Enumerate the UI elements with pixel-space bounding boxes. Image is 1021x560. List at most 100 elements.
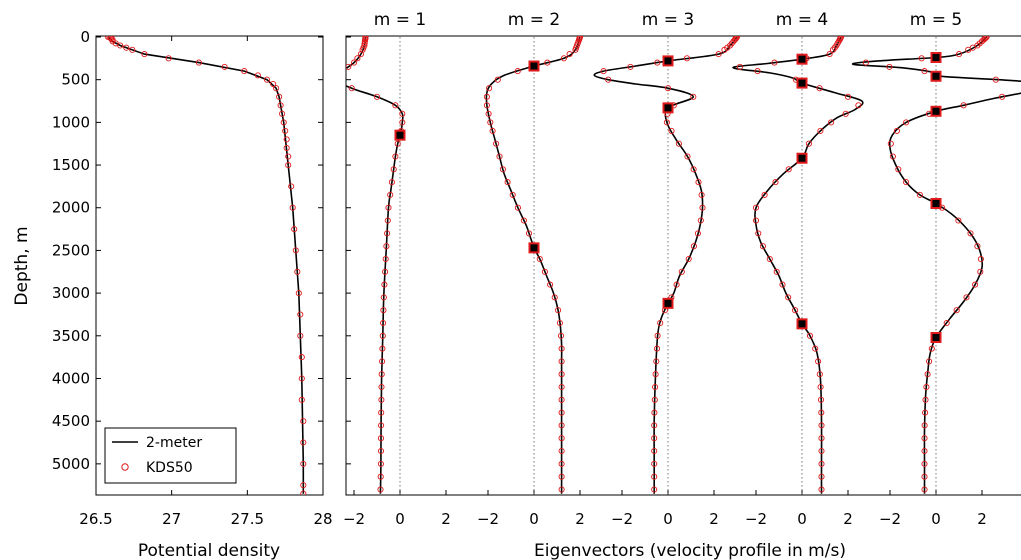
mode-5-kds50-point: [903, 119, 910, 126]
mode-3-zero-crossing: [662, 102, 674, 114]
density-x-tick-label: 27: [162, 510, 181, 528]
mode-5-kds50-point: [921, 473, 928, 480]
density-y-tick-label: 4500: [52, 412, 90, 430]
mode-1-kds50-point: [384, 217, 391, 224]
mode-4-kds50-point: [761, 191, 768, 198]
mode-4-kds50-point: [815, 358, 822, 365]
mode-line-2: [485, 36, 581, 494]
mode-5-kds50-point: [953, 307, 960, 314]
density-kds50-point: [282, 127, 289, 134]
mode-3-kds50-point: [690, 243, 697, 250]
mode-5-kds50-point: [921, 68, 928, 75]
mode-2-kds50-point: [483, 102, 490, 109]
mode-3-kds50-point: [664, 85, 672, 92]
density-kds50-point: [283, 136, 290, 143]
mode-3-kds50-point: [715, 51, 722, 58]
mode-2-kds50-point: [558, 396, 565, 403]
mode-5-kds50-point: [955, 217, 962, 224]
mode-4-kds50-point: [818, 447, 825, 455]
mode-5-kds50-point: [967, 230, 974, 237]
mode-3-kds50-point: [663, 119, 670, 126]
mode-4-kds50-point: [829, 46, 837, 53]
mode-1-kds50-point: [379, 345, 386, 352]
mode-2-kds50-point: [504, 179, 511, 186]
mode-5-kds50-point: [921, 460, 928, 467]
eigenvector-x-tick-label: −2: [611, 510, 633, 528]
mode-1-kds50-point: [379, 358, 386, 365]
mode-1-kds50-point: [380, 319, 387, 327]
mode-title-3: m = 3: [642, 10, 694, 30]
mode-1-kds50-point: [382, 255, 389, 263]
mode-1-kds50-point: [387, 191, 394, 198]
mode-3-kds50-point: [600, 68, 607, 75]
mode-3-kds50-point: [698, 191, 705, 198]
mode-5-kds50-point: [922, 396, 929, 403]
density-x-tick-label: 26.5: [79, 510, 112, 528]
mode-1-kds50-point: [377, 447, 385, 455]
density-kds50-point: [298, 354, 305, 361]
density-kds50-point: [221, 63, 228, 70]
mode-5-kds50-point: [923, 383, 930, 391]
density-panel: 0 500 1000 1500 2000 2500 3000 3500 4000 4500 5000…: [12, 28, 333, 560]
density-kds50-point: [195, 59, 202, 66]
mode-4-kds50-point: [818, 409, 825, 416]
mode-5-kds50-point: [921, 486, 928, 493]
mode-4-kds50-point: [766, 255, 773, 263]
eigenvector-x-tick-label: 0: [797, 510, 807, 528]
density-kds50-point: [141, 51, 148, 58]
density-kds50-point: [297, 311, 304, 318]
eigenvector-x-ticks: −2 0 2 −2 0 2 −2 0 2 −2 0 2 −2 0 2: [343, 490, 987, 528]
density-kds50-point: [295, 290, 302, 297]
density-y-tick-label: 2000: [52, 199, 90, 217]
mode-4-kds50-point: [855, 102, 862, 109]
mode-2-kds50-point: [544, 59, 551, 66]
mode-5-kds50-point: [992, 76, 999, 83]
mode-3-kds50-point: [651, 409, 658, 416]
density-kds50-point: [291, 226, 298, 233]
mode-5-kds50-point: [887, 140, 894, 147]
mode-4-kds50-point: [771, 59, 778, 66]
mode-5-kds50-point: [928, 345, 935, 352]
density-kds50-point: [300, 418, 307, 425]
mode-markers: [346, 36, 1006, 493]
mode-2-kds50-point: [572, 46, 579, 53]
mode-5-kds50-point: [924, 371, 931, 378]
density-x-ticks: 26.5 27 27.5 28: [79, 36, 333, 528]
mode-1-kds50-point: [390, 166, 397, 173]
eigenvector-x-tick-label: 0: [931, 510, 941, 528]
mode-2-kds50-point: [566, 51, 573, 58]
mode-5-kds50-point: [982, 36, 989, 41]
eigenvector-x-tick-label: 2: [843, 510, 853, 528]
mode-line-3: [593, 36, 738, 494]
mode-5-kds50-point: [977, 255, 984, 263]
mode-3-kds50-point: [694, 230, 701, 237]
mode-3-kds50-point: [690, 93, 697, 100]
mode-3-kds50-point: [690, 166, 697, 173]
legend-box: [104, 427, 237, 484]
mode-5-kds50-point: [943, 319, 950, 327]
mode-1-kds50-point: [354, 55, 361, 62]
mode-5-kds50-point: [921, 422, 928, 429]
mode-4-kds50-point: [818, 460, 825, 467]
density-y-tick-label: 5000: [52, 455, 90, 473]
mode-3-kds50-point: [651, 460, 658, 467]
mode-line-4: [732, 36, 864, 494]
mode-1-kds50-point: [377, 473, 384, 480]
mode-5-kds50-point: [862, 59, 869, 66]
mode-4-kds50-point: [818, 435, 825, 442]
mode-2-kds50-point: [499, 166, 506, 173]
mode-title-2: m = 2: [508, 10, 560, 30]
mode-1-kds50-point: [388, 179, 395, 186]
mode-1-kds50-point: [385, 204, 392, 211]
density-kds50-point: [285, 162, 292, 169]
mode-5-kds50-point: [960, 102, 967, 109]
mode-2-kds50-point: [558, 422, 565, 429]
eigenvector-x-tick-label: 2: [709, 510, 719, 528]
mode-1-kds50-point: [377, 460, 384, 467]
mode-4-kds50-point: [816, 371, 823, 378]
mode-3-kds50-point: [654, 332, 661, 339]
mode-1-kds50-point: [381, 281, 388, 288]
density-kds50-point: [270, 80, 277, 88]
mode-4-kds50-point: [785, 294, 792, 301]
